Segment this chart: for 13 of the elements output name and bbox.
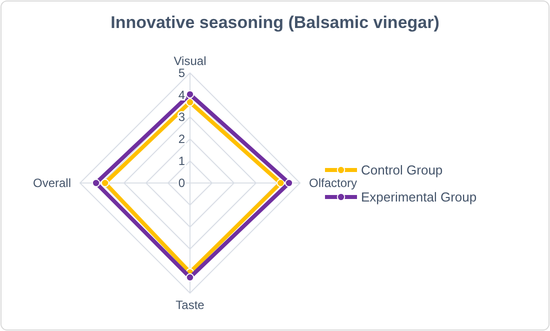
y-tick-label: 2	[178, 132, 186, 146]
spoke-label: Visual	[174, 54, 206, 68]
spoke-label: Taste	[176, 298, 205, 312]
legend-label: Experimental Group	[361, 190, 477, 205]
y-tick-label: 0	[178, 176, 186, 190]
chart-title: Innovative seasoning (Balsamic vinegar)	[110, 13, 440, 32]
y-tick-label: 3	[178, 110, 186, 124]
y-tick-label: 4	[178, 88, 186, 102]
legend-label: Control Group	[361, 162, 443, 178]
y-tick-label: 5	[178, 66, 186, 80]
spoke-label: Overall	[32, 176, 71, 190]
y-tick-label: 1	[178, 154, 186, 168]
spoke-label: Olfactory	[309, 176, 358, 190]
